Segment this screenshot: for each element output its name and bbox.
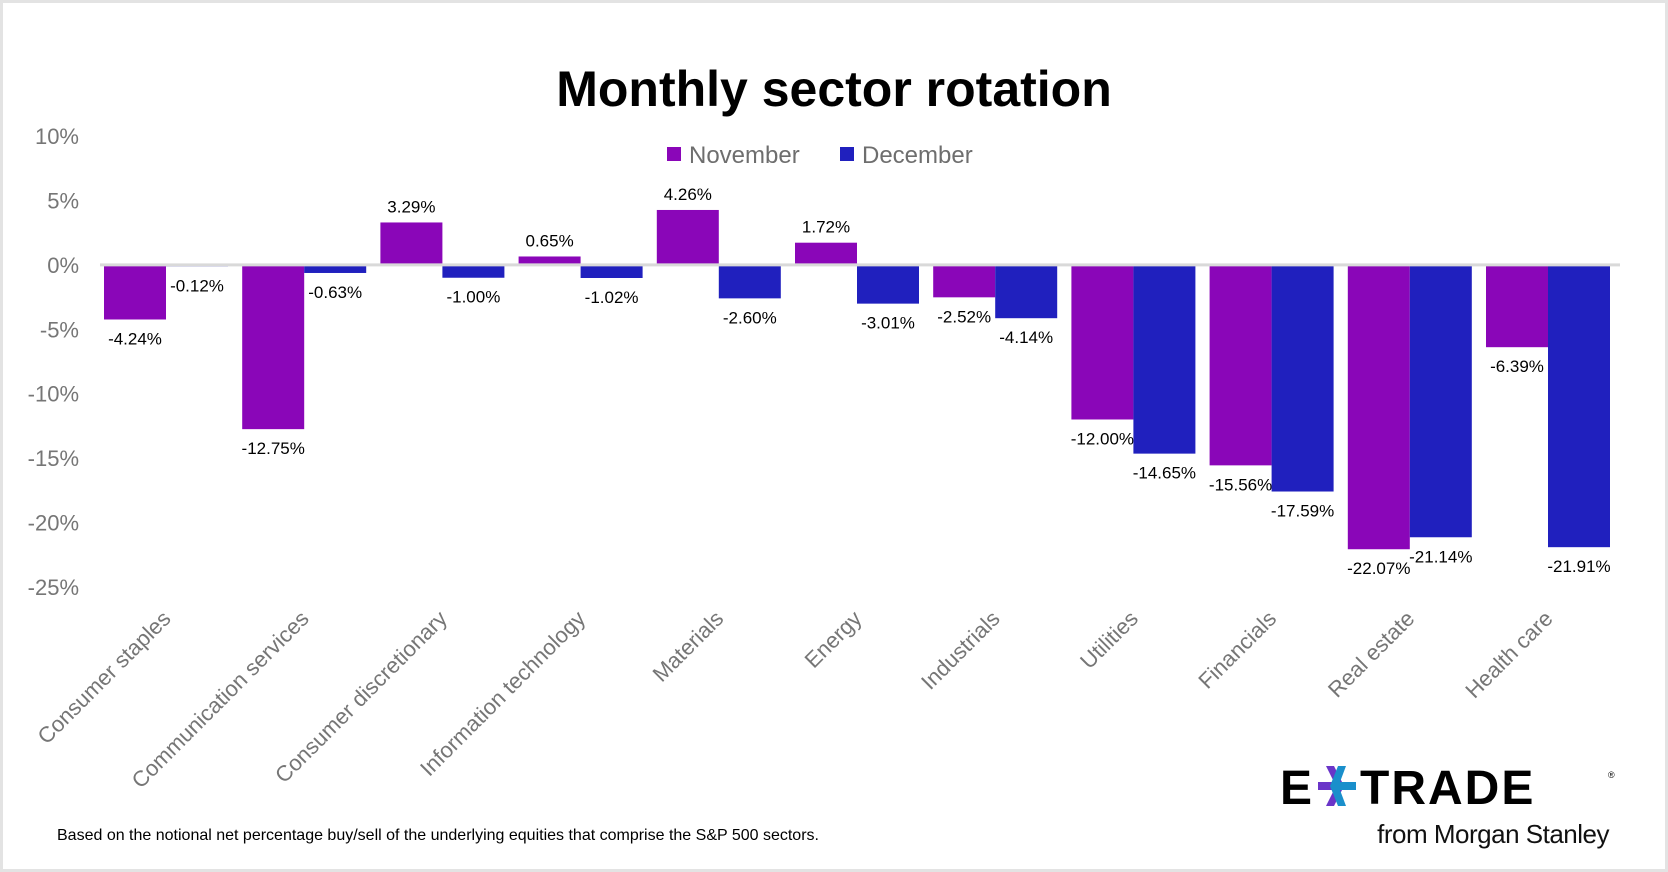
- data-label: -22.07%: [1347, 559, 1410, 578]
- y-tick-label: 5%: [47, 188, 79, 213]
- data-label: 1.72%: [802, 218, 850, 237]
- data-label: -0.12%: [170, 276, 224, 295]
- y-tick-label: -5%: [40, 317, 79, 342]
- bar-december: [1133, 264, 1196, 454]
- legend-label-november: November: [689, 142, 800, 169]
- data-label: -4.14%: [999, 328, 1053, 347]
- svg-text:E: E: [1280, 762, 1312, 815]
- footnote: Based on the notional net percentage buy…: [57, 827, 819, 844]
- data-label: -2.60%: [723, 308, 777, 327]
- data-label: -15.56%: [1209, 475, 1272, 494]
- svg-text:®: ®: [1608, 770, 1615, 780]
- chart-title: Monthly sector rotation: [556, 61, 1112, 117]
- bar-december: [1271, 264, 1334, 492]
- bar-december: [1409, 264, 1472, 538]
- bar-november: [1347, 264, 1410, 550]
- y-tick-label: 10%: [35, 124, 79, 149]
- data-label: -1.00%: [446, 288, 500, 307]
- data-label: 4.26%: [664, 185, 712, 204]
- data-label: -2.52%: [937, 307, 991, 326]
- bar-november: [933, 264, 996, 298]
- bar-december: [995, 264, 1058, 319]
- x-tick-label: Industrials: [916, 606, 1005, 695]
- y-tick-label: -15%: [28, 446, 79, 471]
- data-label: -4.24%: [108, 329, 162, 348]
- data-label: 0.65%: [525, 231, 573, 250]
- data-label: 3.29%: [387, 197, 435, 216]
- bar-november: [380, 222, 443, 265]
- logo-subtitle: from Morgan Stanley: [1377, 819, 1609, 849]
- bar-november: [104, 264, 166, 320]
- bar-december: [304, 264, 367, 273]
- legend-swatch-december: [840, 147, 854, 161]
- bar-november: [242, 264, 305, 430]
- y-tick-label: -20%: [28, 511, 79, 536]
- data-label: -1.02%: [585, 288, 639, 307]
- data-label: -12.75%: [242, 439, 305, 458]
- x-tick-label: Utilities: [1075, 606, 1143, 674]
- legend-label-december: December: [862, 142, 973, 169]
- y-tick-label: 0%: [47, 253, 79, 278]
- bar-december: [1548, 264, 1610, 548]
- bar-december: [718, 264, 781, 299]
- bar-december: [442, 264, 505, 278]
- x-tick-label: Financials: [1193, 606, 1281, 694]
- bar-november: [656, 209, 719, 265]
- data-label: -0.63%: [308, 283, 362, 302]
- bar-december: [580, 264, 643, 279]
- etrade-logo: E TRADE ®: [1280, 762, 1615, 815]
- data-label: -3.01%: [861, 314, 915, 333]
- x-tick-label: Health care: [1460, 606, 1557, 703]
- y-tick-label: -10%: [28, 382, 79, 407]
- data-label: -17.59%: [1271, 502, 1334, 521]
- bar-december: [857, 264, 919, 304]
- data-label: -6.39%: [1490, 357, 1544, 376]
- data-label: -21.91%: [1547, 557, 1610, 576]
- bar-november: [1071, 264, 1134, 420]
- svg-text:TRADE: TRADE: [1360, 762, 1535, 815]
- x-tick-label: Materials: [648, 606, 729, 687]
- data-label: -21.14%: [1409, 547, 1472, 566]
- bar-november: [795, 242, 857, 265]
- bar-november: [1486, 264, 1548, 348]
- x-tick-label: Energy: [800, 606, 867, 673]
- x-tick-label: Consumer staples: [32, 606, 175, 749]
- bar-november: [518, 256, 581, 265]
- x-tick-label: Real estate: [1323, 606, 1419, 702]
- data-label: -12.00%: [1071, 429, 1134, 448]
- data-label: -14.65%: [1133, 464, 1196, 483]
- bar-november: [1209, 264, 1272, 466]
- y-tick-label: -25%: [28, 575, 79, 600]
- legend-swatch-november: [667, 147, 681, 161]
